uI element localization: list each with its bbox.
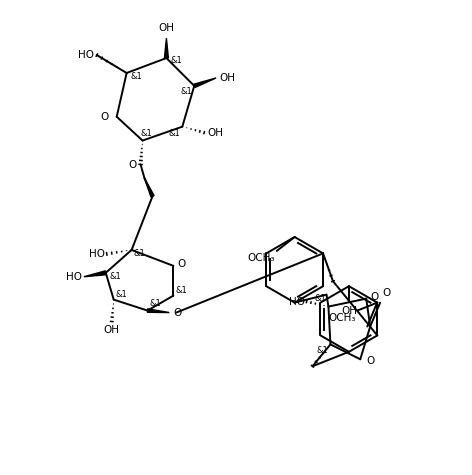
Text: O: O xyxy=(382,288,390,298)
Text: O: O xyxy=(101,112,109,122)
Text: HO: HO xyxy=(288,296,304,307)
Text: OH: OH xyxy=(159,23,175,33)
Text: OCH₃: OCH₃ xyxy=(328,313,355,323)
Text: &1: &1 xyxy=(317,346,329,355)
Text: OH: OH xyxy=(207,128,223,138)
Text: OH: OH xyxy=(341,306,357,316)
Text: &1: &1 xyxy=(110,272,121,281)
Text: OCH₃: OCH₃ xyxy=(247,253,275,263)
Text: &1: &1 xyxy=(116,290,127,299)
Text: O: O xyxy=(173,307,182,318)
Text: &1: &1 xyxy=(134,249,145,258)
Text: &1: &1 xyxy=(315,294,327,303)
Polygon shape xyxy=(194,78,216,87)
Text: O: O xyxy=(370,292,379,302)
Text: &1: &1 xyxy=(176,286,187,295)
Text: &1: &1 xyxy=(141,129,152,138)
Text: OH: OH xyxy=(104,325,120,335)
Text: HO: HO xyxy=(66,272,82,282)
Text: &1: &1 xyxy=(150,299,161,308)
Text: &1: &1 xyxy=(169,129,180,138)
Text: &1: &1 xyxy=(170,56,182,65)
Text: &1: &1 xyxy=(131,73,143,81)
Text: &1: &1 xyxy=(180,87,192,96)
Polygon shape xyxy=(144,178,154,197)
Text: O: O xyxy=(366,356,374,366)
Text: O: O xyxy=(177,259,185,269)
Polygon shape xyxy=(84,271,106,277)
Text: HO: HO xyxy=(78,50,94,60)
Text: HO: HO xyxy=(89,249,105,259)
Text: O: O xyxy=(128,161,136,171)
Polygon shape xyxy=(164,38,169,58)
Text: OH: OH xyxy=(219,73,235,83)
Polygon shape xyxy=(147,309,169,313)
